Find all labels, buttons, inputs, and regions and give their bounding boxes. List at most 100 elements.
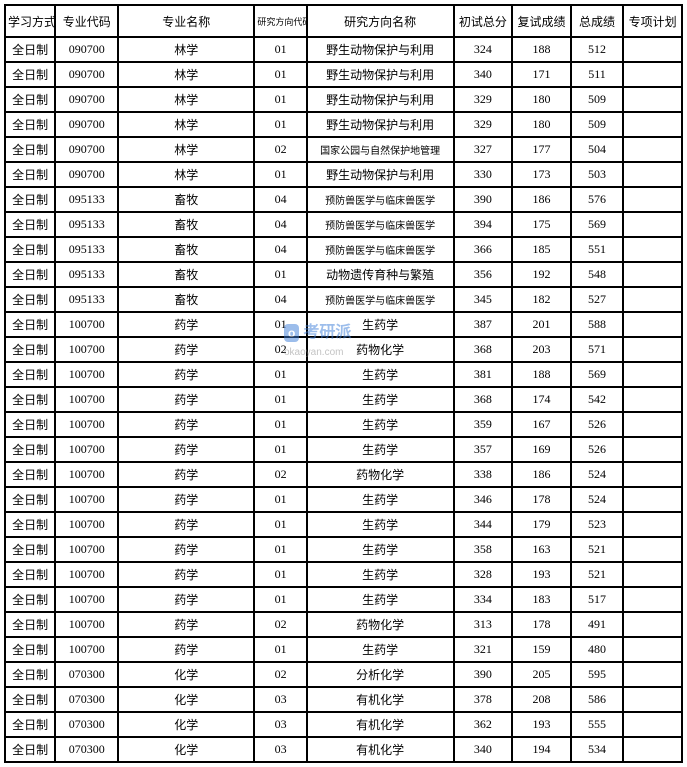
cell-6: 159 xyxy=(512,637,571,662)
cell-4: 生药学 xyxy=(307,387,454,412)
table-row: 全日制100700药学02药物化学338186524 xyxy=(5,462,682,487)
cell-8 xyxy=(623,212,682,237)
table-row: 全日制100700药学01生药学334183517 xyxy=(5,587,682,612)
cell-2: 药学 xyxy=(118,362,254,387)
cell-2: 药学 xyxy=(118,512,254,537)
cell-6: 180 xyxy=(512,112,571,137)
cell-5: 346 xyxy=(454,487,513,512)
cell-7: 504 xyxy=(571,137,623,162)
cell-2: 化学 xyxy=(118,662,254,687)
cell-7: 542 xyxy=(571,387,623,412)
cell-5: 368 xyxy=(454,337,513,362)
cell-3: 01 xyxy=(254,312,306,337)
table-header-row: 学习方式专业代码专业名称研究方向代码研究方向名称初试总分复试成绩总成绩专项计划 xyxy=(5,5,682,37)
cell-3: 01 xyxy=(254,437,306,462)
cell-5: 328 xyxy=(454,562,513,587)
cell-6: 178 xyxy=(512,612,571,637)
cell-0: 全日制 xyxy=(5,612,55,637)
cell-7: 595 xyxy=(571,662,623,687)
table-row: 全日制070300化学03有机化学362193555 xyxy=(5,712,682,737)
cell-4: 分析化学 xyxy=(307,662,454,687)
cell-8 xyxy=(623,537,682,562)
cell-1: 090700 xyxy=(55,37,118,62)
table-row: 全日制100700药学01生药学357169526 xyxy=(5,437,682,462)
cell-2: 化学 xyxy=(118,712,254,737)
cell-2: 药学 xyxy=(118,537,254,562)
cell-4: 生药学 xyxy=(307,312,454,337)
cell-4: 野生动物保护与利用 xyxy=(307,112,454,137)
cell-2: 药学 xyxy=(118,312,254,337)
cell-5: 362 xyxy=(454,712,513,737)
table-row: 全日制095133畜牧01动物遗传育种与繁殖356192548 xyxy=(5,262,682,287)
cell-6: 193 xyxy=(512,562,571,587)
cell-1: 090700 xyxy=(55,112,118,137)
cell-0: 全日制 xyxy=(5,62,55,87)
cell-6: 179 xyxy=(512,512,571,537)
cell-6: 163 xyxy=(512,537,571,562)
cell-7: 569 xyxy=(571,212,623,237)
cell-6: 169 xyxy=(512,437,571,462)
cell-0: 全日制 xyxy=(5,337,55,362)
cell-5: 329 xyxy=(454,112,513,137)
cell-1: 100700 xyxy=(55,537,118,562)
cell-4: 野生动物保护与利用 xyxy=(307,37,454,62)
cell-2: 药学 xyxy=(118,587,254,612)
cell-8 xyxy=(623,587,682,612)
cell-5: 381 xyxy=(454,362,513,387)
cell-1: 070300 xyxy=(55,737,118,762)
cell-8 xyxy=(623,487,682,512)
cell-3: 02 xyxy=(254,662,306,687)
cell-2: 药学 xyxy=(118,337,254,362)
cell-5: 394 xyxy=(454,212,513,237)
cell-5: 321 xyxy=(454,637,513,662)
cell-3: 02 xyxy=(254,337,306,362)
cell-8 xyxy=(623,662,682,687)
cell-7: 555 xyxy=(571,712,623,737)
cell-7: 512 xyxy=(571,37,623,62)
cell-8 xyxy=(623,737,682,762)
cell-2: 畜牧 xyxy=(118,262,254,287)
cell-8 xyxy=(623,187,682,212)
table-row: 全日制070300化学03有机化学340194534 xyxy=(5,737,682,762)
cell-8 xyxy=(623,637,682,662)
cell-5: 366 xyxy=(454,237,513,262)
cell-2: 药学 xyxy=(118,437,254,462)
cell-4: 预防兽医学与临床兽医学 xyxy=(307,237,454,262)
cell-7: 548 xyxy=(571,262,623,287)
cell-1: 100700 xyxy=(55,587,118,612)
cell-5: 340 xyxy=(454,737,513,762)
cell-1: 095133 xyxy=(55,262,118,287)
cell-5: 359 xyxy=(454,412,513,437)
cell-1: 100700 xyxy=(55,387,118,412)
cell-3: 04 xyxy=(254,287,306,312)
cell-8 xyxy=(623,162,682,187)
cell-8 xyxy=(623,362,682,387)
cell-0: 全日制 xyxy=(5,437,55,462)
col-header-7: 总成绩 xyxy=(571,5,623,37)
cell-0: 全日制 xyxy=(5,562,55,587)
cell-4: 生药学 xyxy=(307,412,454,437)
cell-5: 345 xyxy=(454,287,513,312)
table-body: 全日制090700林学01野生动物保护与利用324188512全日制090700… xyxy=(5,37,682,762)
cell-1: 100700 xyxy=(55,337,118,362)
cell-3: 01 xyxy=(254,387,306,412)
cell-3: 01 xyxy=(254,62,306,87)
table-row: 全日制100700药学02药物化学368203571 xyxy=(5,337,682,362)
cell-5: 368 xyxy=(454,387,513,412)
cell-5: 338 xyxy=(454,462,513,487)
cell-7: 527 xyxy=(571,287,623,312)
cell-6: 208 xyxy=(512,687,571,712)
cell-8 xyxy=(623,412,682,437)
col-header-6: 复试成绩 xyxy=(512,5,571,37)
cell-6: 171 xyxy=(512,62,571,87)
cell-0: 全日制 xyxy=(5,187,55,212)
table-row: 全日制100700药学01生药学358163521 xyxy=(5,537,682,562)
cell-3: 02 xyxy=(254,137,306,162)
cell-1: 070300 xyxy=(55,662,118,687)
cell-4: 动物遗传育种与繁殖 xyxy=(307,262,454,287)
cell-3: 03 xyxy=(254,712,306,737)
cell-3: 01 xyxy=(254,587,306,612)
cell-0: 全日制 xyxy=(5,537,55,562)
cell-3: 01 xyxy=(254,37,306,62)
cell-4: 预防兽医学与临床兽医学 xyxy=(307,212,454,237)
